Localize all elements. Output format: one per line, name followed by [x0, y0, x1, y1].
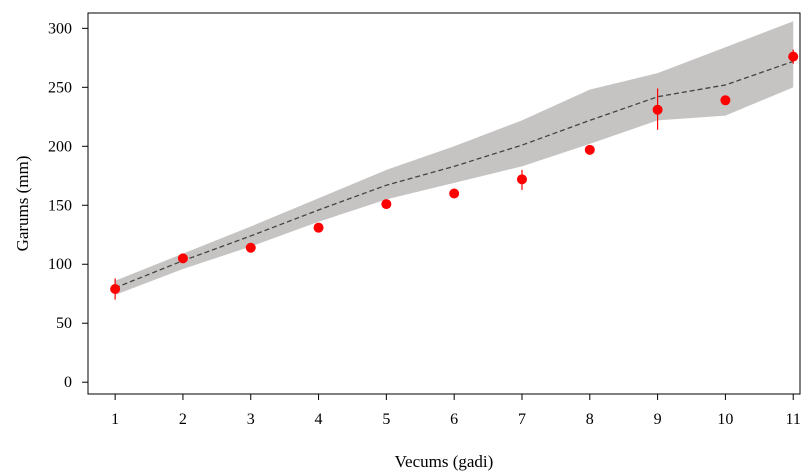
data-point — [177, 253, 188, 264]
y-tick-label: 0 — [64, 374, 72, 391]
y-tick-label: 300 — [48, 20, 72, 37]
data-point-group — [449, 188, 460, 199]
y-axis-label: Garums (mm) — [13, 156, 32, 252]
x-tick-label: 7 — [518, 411, 526, 428]
data-point-group — [177, 253, 188, 264]
confidence-band-layer — [115, 21, 794, 295]
x-tick-label: 2 — [179, 411, 187, 428]
x-tick-label: 3 — [247, 411, 255, 428]
plot-frame — [87, 12, 801, 395]
data-points-layer — [110, 49, 799, 300]
data-point — [652, 104, 663, 115]
fit-line — [114, 60, 794, 289]
data-point-group — [652, 88, 663, 130]
x-tick-label: 11 — [786, 411, 801, 428]
y-tick-label: 200 — [48, 138, 72, 155]
y-tick-label: 250 — [48, 79, 72, 96]
y-tick-label: 150 — [48, 197, 72, 214]
y-axis: 0 50 100 150 200 250 300 — [48, 20, 88, 391]
data-point-group — [720, 95, 731, 106]
data-point — [110, 284, 121, 295]
data-point-group — [313, 222, 324, 233]
x-tick-label: 4 — [315, 411, 323, 428]
data-point-group — [788, 49, 799, 64]
x-axis-label: Vecums (gadi) — [395, 452, 494, 471]
fit-line-layer — [114, 60, 794, 289]
data-point — [449, 188, 460, 199]
y-tick-label: 100 — [48, 256, 72, 273]
x-tick-label: 8 — [586, 411, 594, 428]
data-point — [313, 222, 324, 233]
data-point-group — [110, 278, 121, 300]
data-point-group — [245, 242, 256, 253]
confidence-band — [115, 21, 794, 295]
y-tick-label: 50 — [56, 315, 72, 332]
x-tick-label: 9 — [654, 411, 662, 428]
data-point — [788, 51, 799, 62]
data-point — [516, 174, 527, 185]
data-point — [720, 95, 731, 106]
data-point — [584, 144, 595, 155]
data-point-group — [516, 169, 527, 190]
data-point-group — [584, 144, 595, 155]
x-tick-label: 10 — [717, 411, 733, 428]
x-tick-label: 5 — [382, 411, 390, 428]
x-tick-label: 1 — [111, 411, 119, 428]
data-point — [245, 242, 256, 253]
x-axis: 1 2 3 4 5 6 7 8 9 10 11 — [111, 394, 801, 428]
x-tick-label: 6 — [450, 411, 458, 428]
data-point — [381, 199, 392, 210]
data-point-group — [381, 199, 392, 210]
